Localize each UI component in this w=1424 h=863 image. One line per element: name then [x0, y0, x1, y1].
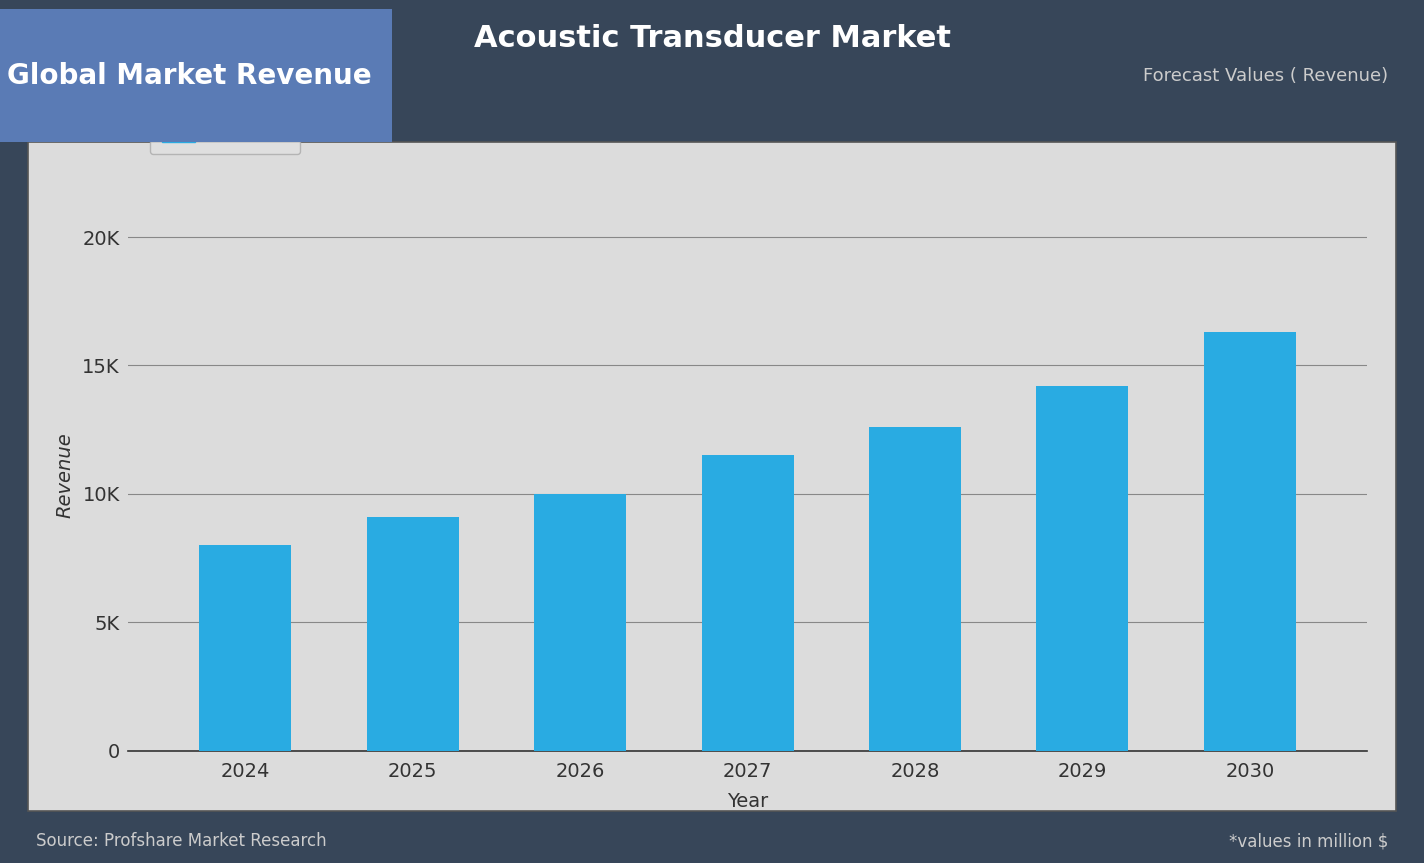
Bar [869, 427, 961, 751]
Legend: Revenue: Revenue [150, 108, 300, 154]
Text: Acoustic Transducer Market: Acoustic Transducer Market [474, 24, 950, 54]
X-axis label: Year: Year [728, 792, 768, 811]
Text: Global Market Revenue: Global Market Revenue [7, 61, 372, 90]
Bar [1037, 386, 1128, 751]
Bar [199, 545, 292, 751]
Y-axis label: Revenue: Revenue [56, 432, 74, 518]
Bar [1203, 332, 1296, 751]
Text: Source: Profshare Market Research: Source: Profshare Market Research [36, 833, 326, 850]
Bar [534, 494, 627, 751]
Text: *values in million $: *values in million $ [1229, 833, 1388, 850]
Bar [367, 517, 459, 751]
Text: Forecast Values ( Revenue): Forecast Values ( Revenue) [1143, 66, 1388, 85]
Bar [702, 456, 793, 751]
